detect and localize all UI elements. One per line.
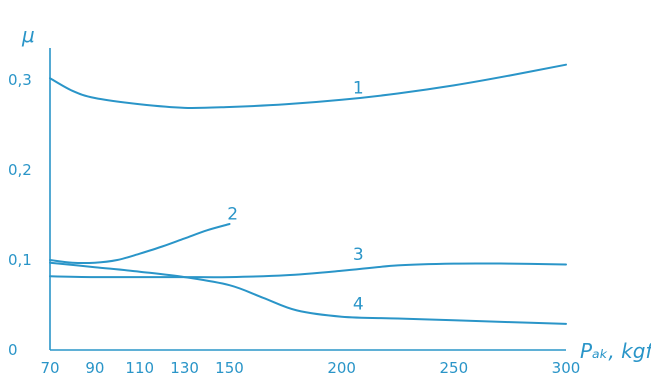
series-line-3 xyxy=(49,262,567,279)
series-labels: 1 2 3 4 xyxy=(227,79,363,315)
series-label-3: 3 xyxy=(353,245,364,265)
series-line-1 xyxy=(49,63,567,110)
series-line-2 xyxy=(49,223,231,264)
x-axis-label: Pₐₖ, kgf xyxy=(580,339,651,363)
series-label-4: 4 xyxy=(353,295,364,315)
x-tick-label-3: 130 xyxy=(170,359,199,376)
series-label-2: 2 xyxy=(227,205,238,225)
x-tick-labels: 70 90 110 130 150 200 250 300 xyxy=(40,359,580,376)
series-lines xyxy=(49,63,567,325)
x-tick-label-4: 150 xyxy=(215,359,244,376)
y-tick-label-1: 0,1 xyxy=(8,251,32,269)
y-tick-label-2: 0,2 xyxy=(8,161,32,179)
x-tick-label-0: 70 xyxy=(40,359,59,376)
x-tick-label-1: 90 xyxy=(85,359,104,376)
y-tick-label-0: 0 xyxy=(8,341,18,359)
series-line-4 xyxy=(49,261,567,325)
y-axis-label: μ xyxy=(21,23,35,47)
axes xyxy=(49,48,566,351)
series-label-1: 1 xyxy=(353,79,364,99)
x-tick-label-6: 250 xyxy=(440,359,469,376)
x-tick-label-7: 300 xyxy=(552,359,581,376)
x-tick-label-2: 110 xyxy=(125,359,154,376)
y-tick-labels: 0 0,1 0,2 0,3 xyxy=(8,71,32,359)
x-tick-label-5: 200 xyxy=(327,359,356,376)
y-tick-label-3: 0,3 xyxy=(8,71,32,89)
